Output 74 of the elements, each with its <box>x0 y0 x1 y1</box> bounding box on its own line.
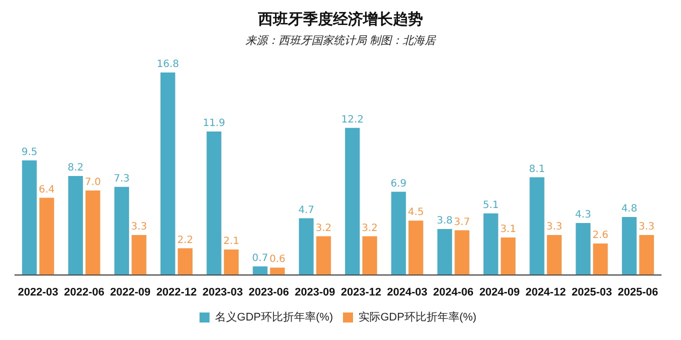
data-label: 9.5 <box>21 146 38 158</box>
data-label: 3.1 <box>500 224 516 236</box>
bar <box>316 236 331 275</box>
data-label: 8.1 <box>529 164 545 175</box>
bar <box>437 229 452 275</box>
data-label: 0.6 <box>269 254 286 266</box>
data-label: 8.2 <box>68 162 84 174</box>
bar <box>530 177 544 275</box>
bar <box>639 235 654 275</box>
x-tick-label: 2023-09 <box>294 286 336 298</box>
data-label: 3.3 <box>131 222 147 233</box>
data-label: 4.3 <box>575 210 592 221</box>
data-label: 6.4 <box>38 184 55 196</box>
bar <box>86 190 100 275</box>
data-label: 12.2 <box>341 114 364 126</box>
x-tick-label: 2022-06 <box>64 286 104 298</box>
data-label: 0.7 <box>252 252 268 264</box>
data-label: 7.3 <box>114 173 130 184</box>
bar <box>298 218 314 275</box>
data-label: 7.0 <box>84 177 101 188</box>
bar <box>345 128 360 275</box>
bar <box>252 266 268 275</box>
data-label: 4.7 <box>298 204 314 216</box>
bar <box>593 243 608 275</box>
x-tick-label: 2025-03 <box>572 286 612 298</box>
data-label: 3.7 <box>454 216 470 228</box>
bar <box>576 223 590 275</box>
bar <box>500 237 516 275</box>
data-label: 3.3 <box>638 222 655 233</box>
data-label: 2.1 <box>223 236 240 248</box>
bar <box>270 268 285 275</box>
chart-subtitle: 来源：西班牙国家统计局 制图：北海居 <box>244 33 437 48</box>
x-tick-label: 2023-03 <box>202 286 243 298</box>
bar <box>391 192 406 275</box>
data-label: 3.8 <box>436 216 453 227</box>
data-label: 4.8 <box>621 204 638 215</box>
data-label: 3.2 <box>316 222 332 234</box>
data-label: 16.8 <box>156 59 179 70</box>
x-tick-label: 2024-09 <box>479 286 520 298</box>
bar <box>224 250 239 275</box>
bar <box>160 72 176 275</box>
x-tick-label: 2025-06 <box>618 286 658 298</box>
x-tick-label: 2023-12 <box>340 286 382 298</box>
x-tick-label: 2024-06 <box>433 286 474 298</box>
chart-title: 西班牙季度经济增长趋势 <box>257 10 424 29</box>
x-tick-label: 2022-12 <box>156 286 197 298</box>
legend-label: 实际GDP环比折年率(%) <box>358 310 476 324</box>
data-label: 2.2 <box>177 234 194 246</box>
x-tick-label: 2023-06 <box>248 286 289 298</box>
x-tick-label: 2022-03 <box>18 286 58 298</box>
data-label: 3.2 <box>362 222 378 234</box>
bar <box>22 160 37 275</box>
x-tick-label: 2022-09 <box>110 286 151 298</box>
data-label: 11.9 <box>202 118 226 130</box>
legend-label: 名义GDP环比折年率(%) <box>215 310 334 324</box>
bar <box>454 230 470 275</box>
data-label: 5.1 <box>482 200 499 211</box>
data-label: 6.9 <box>390 178 407 190</box>
data-label: 2.6 <box>592 230 608 242</box>
data-label: 3.3 <box>546 222 562 233</box>
x-tick-label: 2024-03 <box>387 286 428 298</box>
bar <box>68 176 83 275</box>
bar <box>622 216 637 275</box>
bar <box>132 235 146 275</box>
bar <box>546 235 562 275</box>
bar <box>206 131 222 275</box>
bar <box>39 198 54 275</box>
bar <box>362 236 378 275</box>
bar <box>408 220 424 275</box>
bar <box>178 248 193 275</box>
bar <box>114 186 130 275</box>
x-tick-label: 2024-12 <box>525 286 566 298</box>
data-label: 4.5 <box>408 207 424 218</box>
bar <box>483 213 498 275</box>
